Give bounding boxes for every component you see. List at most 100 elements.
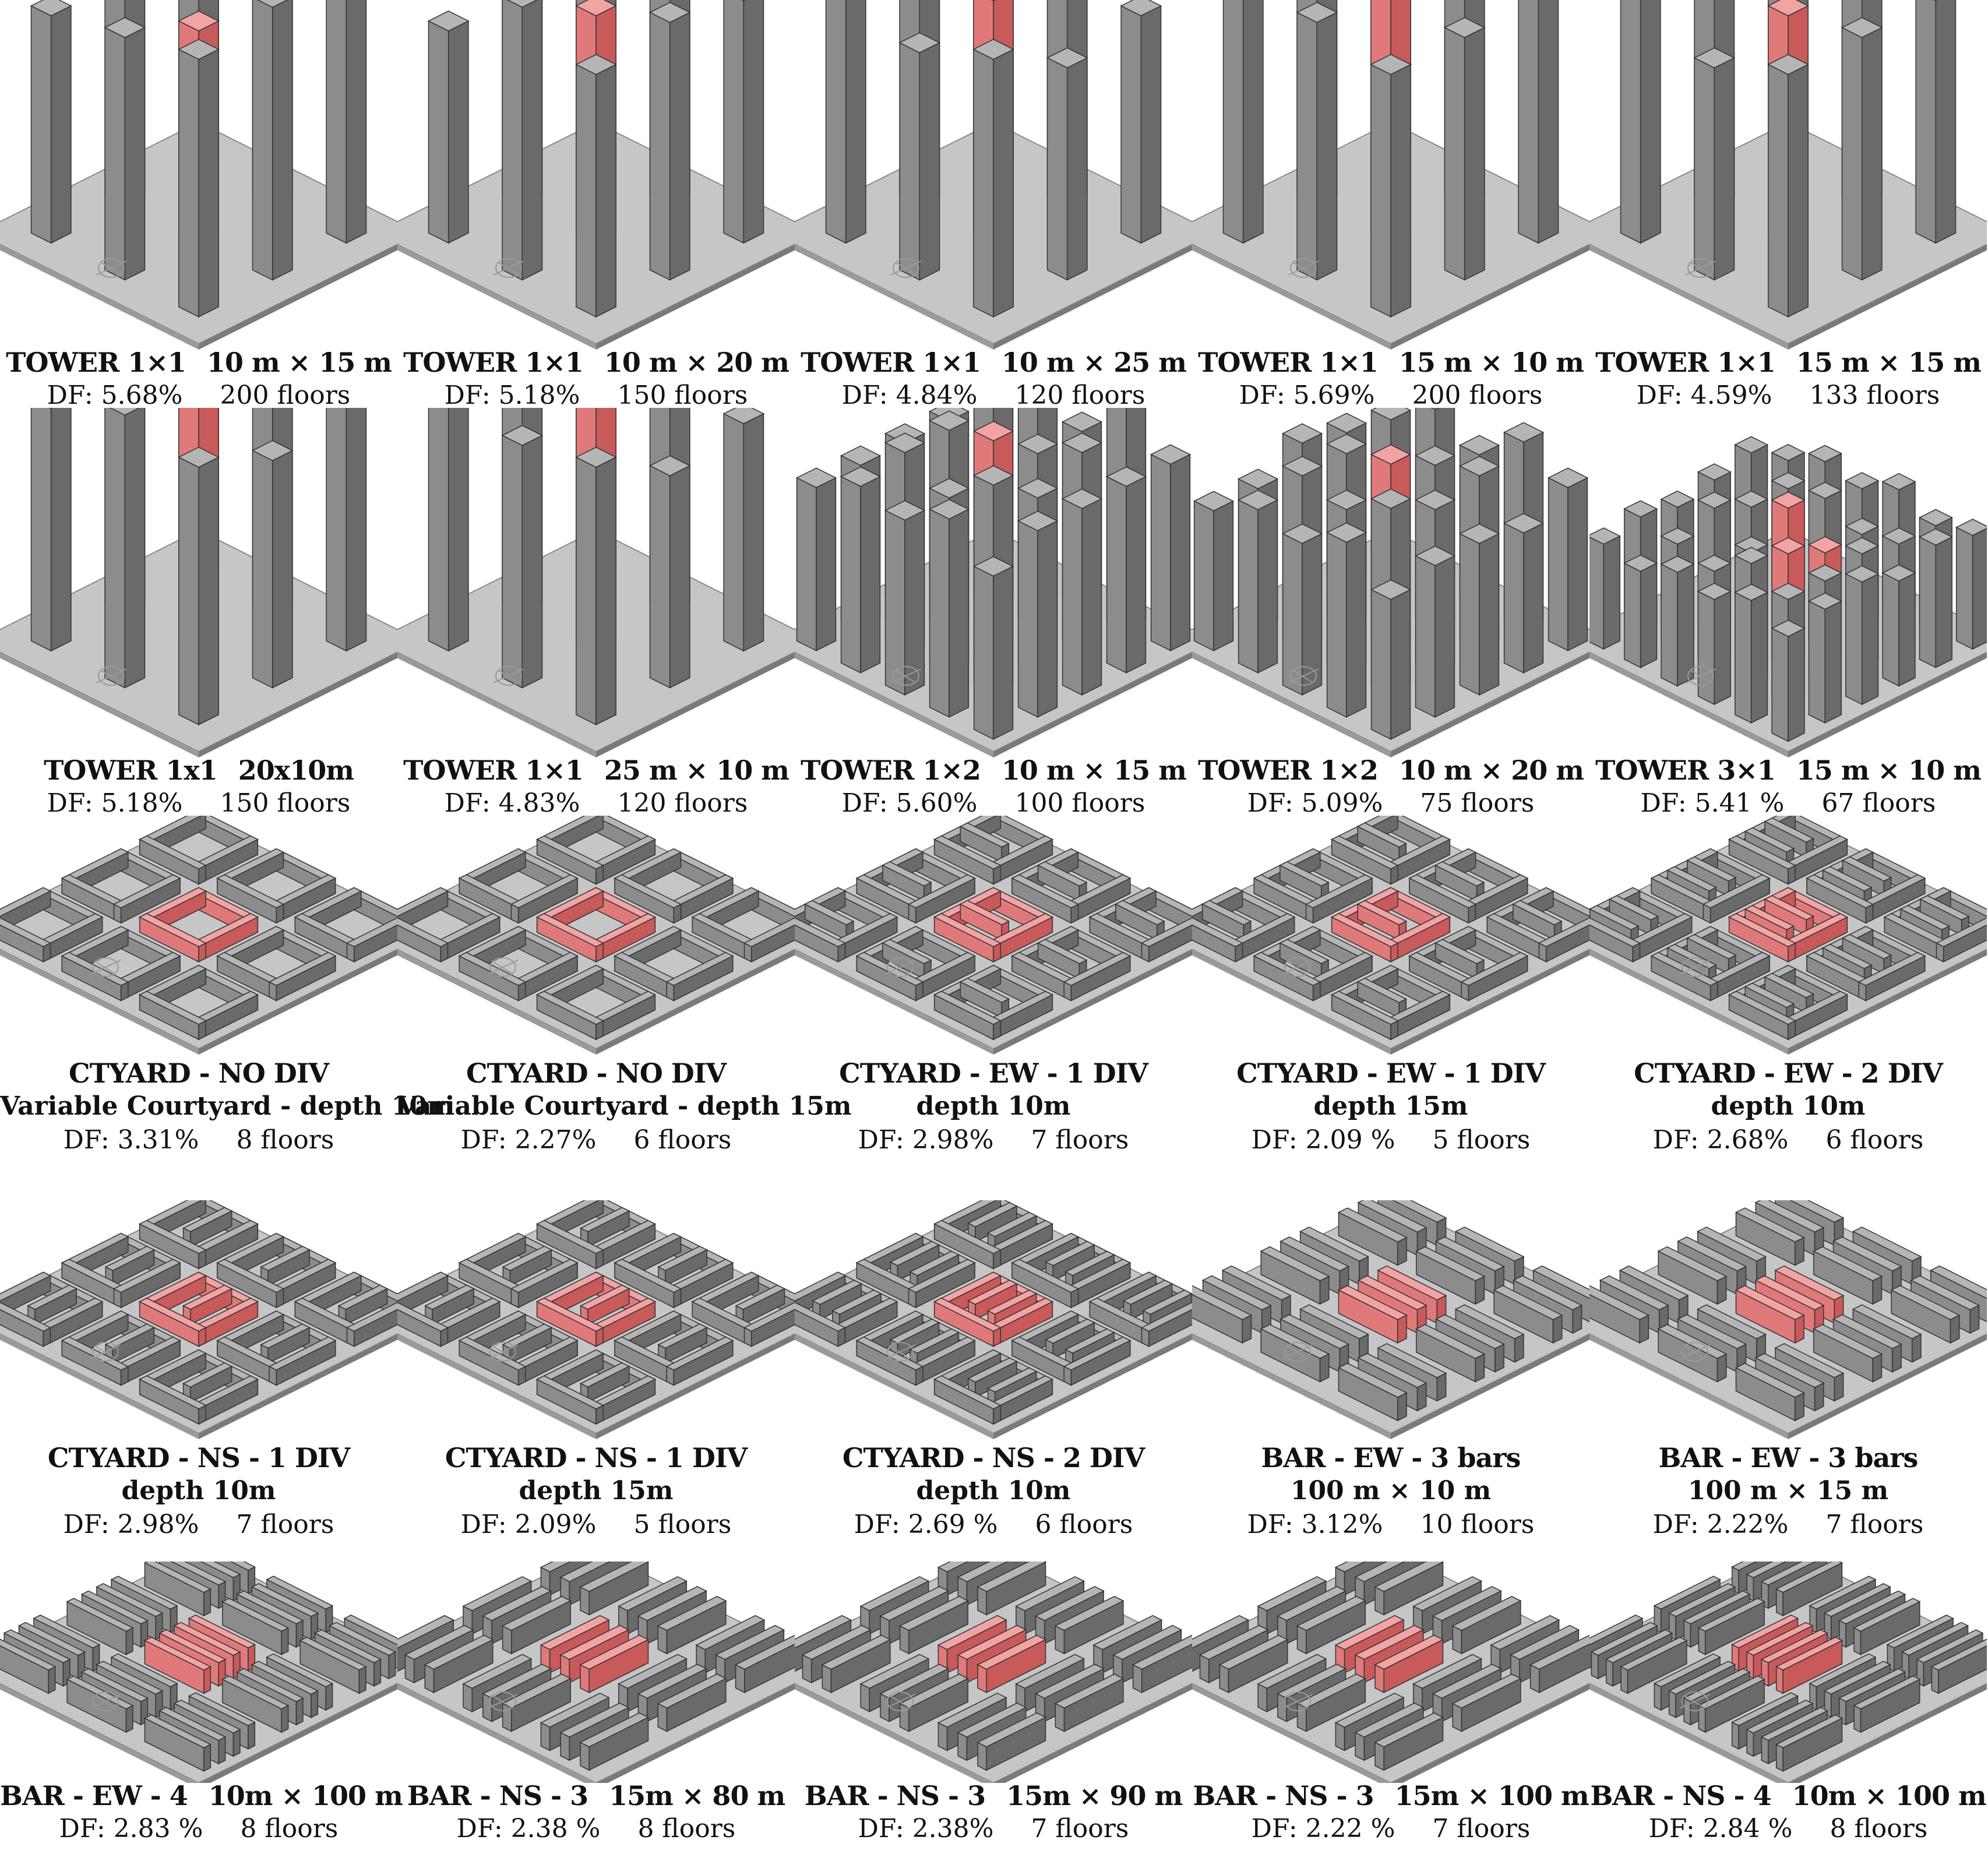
target-wall: [933, 913, 1002, 963]
typology-metrics: DF: 2.98% 7 floors: [0, 1510, 397, 1540]
context-courtyard-block: [61, 1310, 181, 1386]
typology-title: BAR - EW - 3 bars: [1192, 1443, 1589, 1474]
site-edge-south: [397, 244, 596, 350]
north-compass-icon: [890, 666, 922, 686]
north-compass-icon: [487, 1691, 519, 1711]
typology-name: TOWER 1×2: [1198, 755, 1379, 786]
context-bar-block: [1092, 1615, 1192, 1694]
context-courtyard-block: [536, 1349, 656, 1425]
context-tower: [1620, 0, 1661, 244]
target-bar-block: [1334, 1615, 1444, 1694]
context-wall: [1063, 1336, 1132, 1386]
context-wall: [665, 1336, 734, 1386]
massing-diagram: [397, 408, 795, 757]
floor-count: 75 floors: [1420, 788, 1535, 818]
context-courtyard-block: [1011, 1310, 1132, 1386]
target-courtyard-block: [536, 1271, 656, 1347]
typology-name: BAR - NS - 3: [804, 1780, 986, 1811]
context-courtyard-block: [855, 926, 976, 1002]
context-tower: [326, 0, 367, 244]
context-tower: [1458, 523, 1500, 696]
context-bar: [66, 1598, 134, 1655]
typology-subtitle: depth 10m: [916, 1091, 1071, 1121]
site-edge-east: [1788, 949, 1987, 1055]
typology-panel: TOWER 1×2 10 m × 15 m DF: 5.60% 100 floors: [795, 408, 1192, 819]
massing-diagram: [795, 408, 1192, 757]
context-tower: [1697, 583, 1732, 706]
context-courtyard-block: [1011, 926, 1132, 1002]
context-courtyard-block: [1253, 926, 1373, 1002]
context-bar: [977, 1562, 1047, 1616]
massing-diagram: [397, 816, 795, 1055]
site-edge-south: [1589, 244, 1788, 350]
context-wall: [510, 874, 579, 924]
context-bar: [657, 1673, 727, 1732]
typology-panel: TOWER 1×1 15 m × 15 m DF: 4.59% 133 floors: [1589, 0, 1987, 411]
typology-panel: CTYARD - NS - 1 DIV depth 10m DF: 2.98% 7 f…: [0, 1200, 397, 1562]
floor-count: 100 floors: [1014, 788, 1145, 818]
context-wall: [1935, 917, 1987, 963]
context-wall: [536, 835, 604, 885]
context-bar: [1813, 1324, 1883, 1383]
typology-name: CTYARD - NO DIV: [466, 1058, 727, 1089]
context-tower: [427, 10, 470, 244]
typology-name: BAR - EW - 3 bars: [1261, 1442, 1521, 1474]
context-courtyard-block: [933, 1349, 1053, 1425]
context-bar: [501, 1595, 572, 1655]
daylight-factor: DF: 5.69%: [1239, 380, 1375, 410]
north-compass-icon: [1288, 258, 1319, 278]
site-edge-east: [199, 652, 397, 757]
typology-dimensions: 20x10m: [238, 755, 354, 786]
site-edge-east: [993, 949, 1192, 1055]
context-courtyard-block: [139, 964, 259, 1041]
typology-metrics: DF: 4.59% 133 floors: [1589, 380, 1987, 411]
site-edge-south: [0, 949, 199, 1055]
typology-metrics: DF: 3.12% 10 floors: [1192, 1510, 1589, 1540]
typology-metrics: DF: 2.22 % 7 floors: [1192, 1814, 1589, 1844]
context-bar-block: [937, 1693, 1047, 1771]
context-tower: [1120, 0, 1162, 244]
typology-metrics: DF: 5.60% 100 floors: [795, 788, 1192, 819]
typology-metrics: DF: 2.09% 5 floors: [397, 1510, 795, 1540]
context-bar: [1735, 1207, 1805, 1266]
north-compass-icon: [1288, 666, 1319, 686]
site-edge-east: [1788, 1683, 1987, 1783]
context-tower: [104, 408, 146, 689]
target-courtyard-block: [139, 887, 259, 963]
typology-panel: CTYARD - EW - 1 DIV depth 15m DF: 2.09 % 5 …: [1192, 816, 1589, 1200]
context-bar: [1697, 1598, 1765, 1655]
context-courtyard-block: [458, 1310, 579, 1386]
context-tower: [1105, 466, 1147, 674]
context-wall: [933, 1220, 1002, 1270]
typology-subtitle: 100 m × 15 m: [1687, 1476, 1889, 1506]
context-tower: [1841, 17, 1883, 281]
context-courtyard-block: [855, 1232, 976, 1309]
context-wall: [139, 1220, 207, 1270]
typology-panel: TOWER 1×1 25 m × 10 m DF: 4.83% 120 floors: [397, 408, 795, 818]
context-courtyard-block: [216, 1232, 337, 1309]
north-compass-icon: [96, 258, 127, 278]
context-wall: [1728, 835, 1796, 885]
daylight-factor: DF: 2.27%: [460, 1125, 597, 1155]
context-courtyard-block: [1331, 816, 1451, 885]
context-courtyard-block: [1650, 848, 1771, 924]
context-wall: [139, 991, 207, 1041]
context-bar: [1192, 1285, 1253, 1344]
site-edge-east: [1391, 244, 1589, 350]
massing-diagram: [795, 0, 1192, 350]
context-courtyard-block: [216, 1310, 337, 1386]
typology-title: TOWER 1×1 10 m × 20 m: [397, 347, 795, 378]
massing-diagram: [1589, 0, 1987, 350]
context-wall: [795, 1302, 847, 1347]
context-tower: [575, 446, 617, 726]
massing-diagram: [0, 1200, 397, 1439]
context-wall: [139, 1375, 207, 1425]
typology-panel: TOWER 1×1 10 m × 25 m DF: 4.84% 120 floors: [795, 0, 1192, 410]
context-tower: [502, 0, 543, 281]
context-wall: [1608, 895, 1659, 936]
context-bar-block: [1890, 1265, 1987, 1344]
target-wall: [580, 1284, 630, 1326]
typology-title: TOWER 1×2 10 m × 15 m: [795, 755, 1192, 786]
typology-dimensions: 15 m × 15 m: [1796, 347, 1982, 378]
context-courtyard-block: [458, 926, 579, 1002]
